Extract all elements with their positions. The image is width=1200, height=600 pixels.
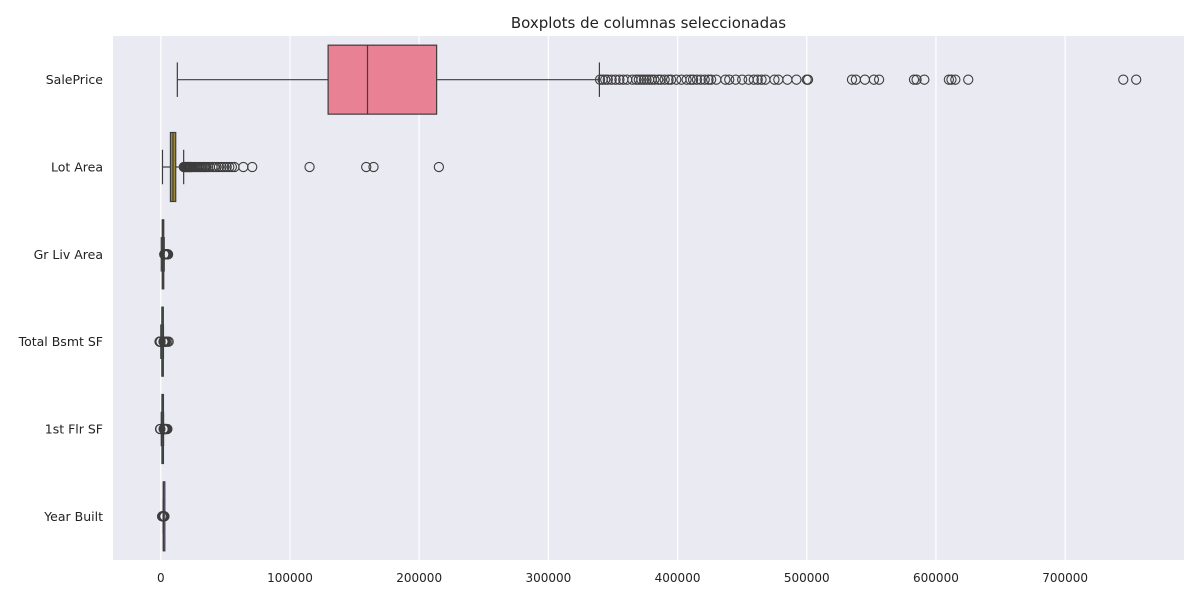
outlier-point (908, 74, 920, 85)
outlier-point (636, 74, 647, 85)
outlier-point (159, 511, 170, 522)
x-tick-label: 100000 (267, 571, 313, 585)
boxplots (154, 44, 1142, 552)
box-iqr (327, 44, 438, 115)
outlier-point (211, 161, 222, 173)
outlier-point (943, 74, 955, 85)
outlier-point (946, 74, 957, 85)
outlier-point (594, 74, 606, 85)
outlier-point (730, 74, 741, 85)
y-axis-categories: SalePrice Lot Area Gr Liv Area Total Bsmt S… (18, 72, 104, 524)
outlier-point (791, 74, 802, 85)
outlier-point (641, 74, 652, 85)
outlier-point (919, 74, 930, 85)
boxplot-year-built (156, 481, 170, 552)
outlier-point (769, 74, 780, 85)
boxplot-saleprice (176, 44, 1142, 115)
outlier-point (649, 74, 660, 85)
outlier-point (720, 74, 731, 85)
y-category-label: SalePrice (46, 72, 104, 87)
y-category-label: Lot Area (51, 160, 103, 175)
y-category-label: Year Built (43, 509, 103, 524)
y-category-label: 1st Flr SF (45, 422, 103, 437)
outlier-point (433, 161, 445, 173)
boxplot-total-bsmt-sf (154, 306, 174, 377)
outlier-point (950, 74, 961, 85)
outlier-point (224, 161, 235, 173)
outlier-point (633, 74, 644, 85)
outlier-point (162, 423, 173, 435)
outlier-point (659, 74, 670, 85)
outlier-point (663, 74, 674, 85)
x-axis-ticks: 0 100000 200000 300000 400000 500000 600000 700… (157, 571, 1088, 585)
outlier-point (606, 74, 617, 85)
outlier-point (756, 74, 767, 85)
outlier-point (163, 336, 174, 347)
gridlines (160, 36, 1066, 560)
outlier-point (226, 161, 238, 173)
outlier-point (1118, 74, 1129, 85)
outlier-point (653, 74, 664, 85)
outlier-point (699, 74, 710, 85)
outlier-point (681, 74, 692, 85)
x-tick-label: 300000 (525, 571, 571, 585)
outlier-point (216, 161, 227, 173)
outlier-point (752, 74, 763, 85)
outlier-point (691, 74, 703, 85)
outlier-point (602, 74, 613, 85)
outlier-point (963, 74, 974, 85)
outlier-point (868, 74, 880, 85)
outlier-point (703, 74, 714, 85)
plot-area-background (113, 36, 1184, 560)
outlier-point (724, 74, 735, 85)
outlier-point (911, 74, 922, 85)
outlier-point (638, 74, 650, 85)
outlier-point (155, 336, 166, 347)
outlier-point (873, 74, 885, 85)
x-tick-label: 0 (157, 571, 165, 585)
y-category-label: Total Bsmt SF (18, 334, 103, 349)
x-tick-label: 700000 (1042, 571, 1088, 585)
outlier-point (213, 161, 225, 173)
y-category-label: Gr Liv Area (34, 247, 103, 262)
outlier-point (614, 74, 625, 85)
outlier-point (748, 74, 759, 85)
outlier-point (665, 74, 677, 85)
outlier-point (846, 74, 858, 85)
outlier-point (737, 74, 748, 85)
boxplot-1st-flr-sf (154, 393, 173, 465)
outlier-point (155, 423, 166, 435)
outlier-point (361, 161, 372, 173)
x-tick-label: 600000 (913, 571, 959, 585)
outlier-point (247, 161, 258, 173)
outlier-point (655, 74, 666, 85)
outlier-point (1131, 74, 1142, 85)
boxplot-gr-liv-area (159, 219, 174, 290)
boxplot-lot-area (161, 131, 445, 203)
chart-title: Boxplots de columnas seleccionadas (511, 14, 786, 32)
x-tick-label: 500000 (784, 571, 830, 585)
outlier-point (368, 161, 379, 173)
outlier-point (802, 74, 814, 85)
outlier-point (304, 161, 315, 173)
outlier-point (221, 161, 232, 173)
outlier-point (687, 74, 699, 85)
x-tick-label: 400000 (655, 571, 701, 585)
outlier-point (631, 74, 642, 85)
outlier-point (600, 74, 611, 85)
outlier-point (162, 249, 174, 260)
x-tick-label: 200000 (396, 571, 442, 585)
outlier-point (610, 74, 621, 85)
outlier-point (695, 74, 706, 85)
outlier-point (218, 161, 230, 173)
outlier-point (706, 74, 717, 85)
outlier-point (685, 74, 696, 85)
outlier-point (671, 74, 682, 85)
